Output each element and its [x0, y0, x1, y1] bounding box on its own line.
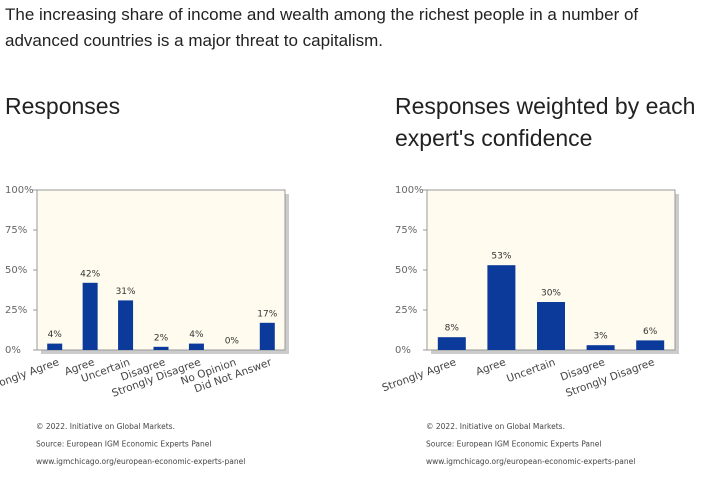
y-tick-label: 75% [5, 225, 27, 236]
value-label: 2% [154, 333, 169, 343]
chart-title: Responses [5, 93, 121, 119]
y-tick-label: 0% [5, 345, 21, 356]
y-tick-label: 0% [395, 345, 411, 356]
bar [437, 337, 466, 350]
value-label: 0% [225, 337, 240, 347]
note: Source: European IGM Economic Experts Pa… [36, 440, 211, 449]
y-tick-label: 25% [5, 305, 27, 316]
x-tick-label: Agree [474, 356, 507, 378]
bar [153, 346, 169, 350]
bar [537, 302, 565, 350]
x-tick-label: Uncertain [505, 356, 557, 385]
value-label: 4% [48, 330, 63, 340]
note: © 2022. Initiative on Global Markets. [426, 422, 565, 431]
value-label: 6% [643, 327, 658, 337]
x-tick-label: Strongly Agree [0, 356, 61, 394]
bar [118, 300, 134, 350]
value-label: 42% [80, 269, 100, 279]
value-label: 4% [189, 330, 204, 340]
chart-title: Responses weighted by each expert's conf… [395, 93, 696, 151]
y-tick-label: 100% [395, 185, 424, 196]
y-tick-label: 50% [5, 265, 27, 276]
y-tick-label: 25% [395, 305, 417, 316]
note: www.igmchicago.org/european-economic-exp… [426, 457, 635, 466]
value-label: 3% [593, 332, 608, 342]
bar [586, 345, 615, 350]
bar [47, 343, 63, 350]
y-tick-label: 100% [5, 185, 34, 196]
note: www.igmchicago.org/european-economic-exp… [36, 457, 245, 466]
question: The increasing share of income and wealt… [5, 5, 639, 50]
value-label: 17% [257, 309, 277, 319]
y-tick-label: 50% [395, 265, 417, 276]
y-tick-label: 75% [395, 225, 417, 236]
x-tick-label: Strongly Agree [381, 356, 458, 394]
plot-area [36, 189, 286, 351]
note: © 2022. Initiative on Global Markets. [36, 422, 175, 431]
note: Source: European IGM Economic Experts Pa… [426, 440, 601, 449]
bar [82, 282, 98, 350]
bar [188, 343, 204, 350]
value-label: 31% [116, 287, 136, 297]
value-label: 30% [541, 289, 561, 299]
bar [487, 265, 516, 350]
value-label: 53% [491, 252, 511, 262]
value-label: 8% [445, 324, 460, 334]
bar [636, 340, 665, 350]
bar [259, 322, 275, 350]
